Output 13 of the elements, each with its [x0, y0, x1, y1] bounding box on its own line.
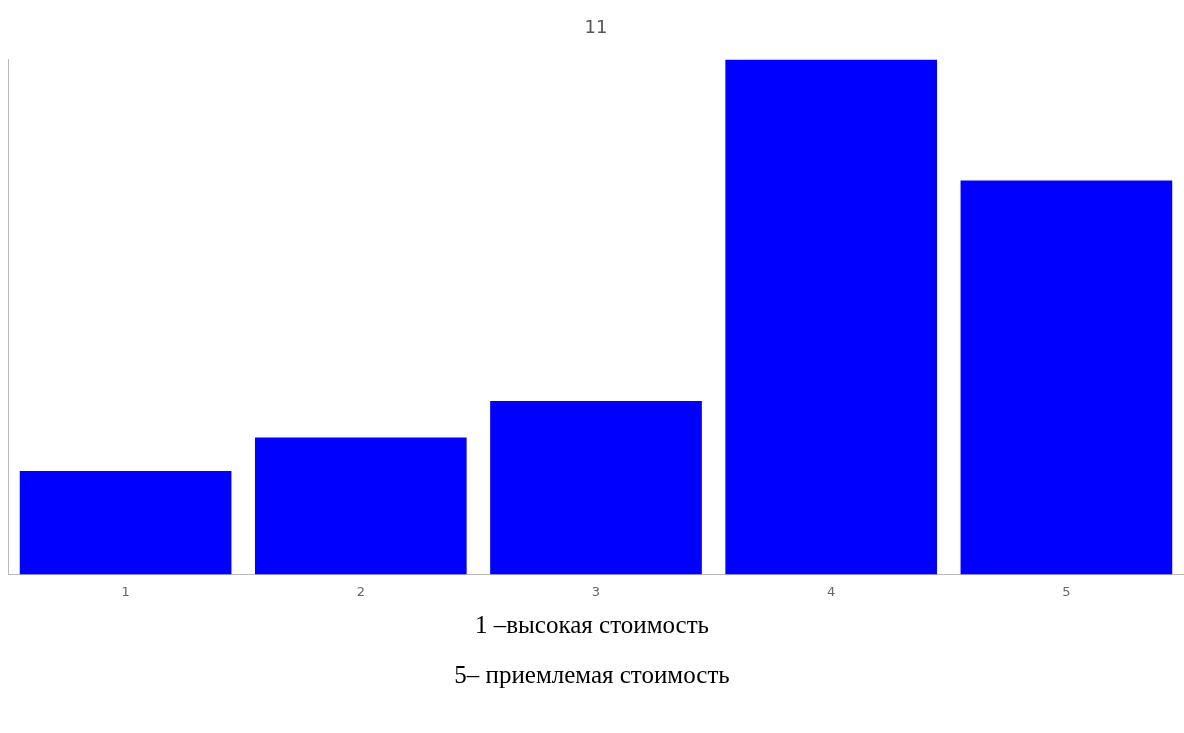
- text: 1 –высокая стоимость: [474, 610, 710, 640]
- bar: [490, 400, 702, 575]
- bar: [254, 437, 467, 575]
- x-tick-label: 2: [356, 583, 365, 599]
- text: 5– приемлемая стоимость: [453, 660, 731, 690]
- chart-title: 11: [584, 16, 608, 38]
- x-tick-label: 3: [591, 583, 601, 599]
- x-tick-label: 5: [1062, 583, 1071, 599]
- bar: [725, 59, 938, 575]
- bar: [19, 470, 232, 575]
- x-tick-label: 1: [121, 583, 130, 599]
- x-tick-label: 4: [827, 583, 836, 599]
- bar: [960, 180, 1173, 575]
